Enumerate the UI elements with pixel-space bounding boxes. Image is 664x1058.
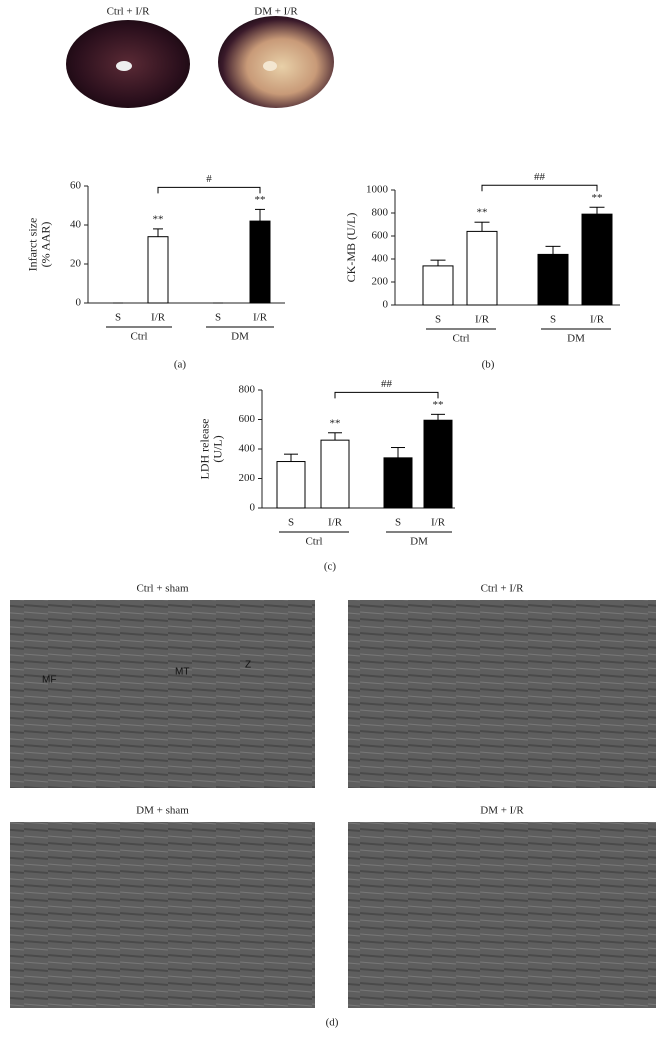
significance-label: **	[477, 207, 488, 219]
group-label: DM	[567, 333, 585, 345]
y-axis-label: CK-MB (U/L)	[344, 213, 358, 283]
y-axis-label: (U/L)	[210, 435, 224, 462]
y-axis-label: LDH release	[197, 419, 211, 480]
y-tick-label: 0	[76, 297, 82, 309]
y-tick-label: 800	[372, 207, 389, 219]
x-tick-label: S	[288, 517, 294, 529]
micrograph	[10, 600, 315, 788]
panel-label: (c)	[324, 561, 337, 573]
micrograph-title: DM + I/R	[480, 805, 524, 817]
bracket-label: #	[206, 173, 212, 185]
bar	[466, 230, 498, 306]
bracket-label: ##	[381, 378, 393, 390]
micrograph-label: Z	[245, 660, 251, 671]
heart-lumen	[116, 61, 132, 71]
micrograph	[348, 822, 656, 1008]
x-tick-label: S	[395, 517, 401, 529]
bracket	[481, 184, 598, 192]
y-tick-label: 60	[70, 180, 82, 192]
x-tick-label: I/R	[590, 314, 605, 326]
bracket	[334, 391, 439, 399]
photo-label: DM + I/R	[254, 6, 298, 18]
y-tick-label: 800	[239, 384, 256, 396]
significance-label: **	[592, 192, 603, 204]
y-tick-label: 400	[372, 253, 389, 265]
y-tick-label: 0	[250, 502, 256, 514]
bar	[320, 439, 350, 509]
group-label: Ctrl	[305, 536, 322, 548]
bar	[276, 461, 306, 509]
micrograph-title: Ctrl + sham	[136, 583, 188, 595]
y-tick-label: 400	[239, 443, 256, 455]
x-tick-label: I/R	[253, 312, 268, 324]
x-tick-label: I/R	[151, 312, 166, 324]
y-axis-label: Infarct size	[25, 218, 39, 272]
significance-label: **	[433, 399, 444, 411]
y-tick-label: 200	[239, 472, 256, 484]
group-label: DM	[231, 331, 249, 343]
significance-label: **	[153, 213, 164, 225]
y-tick-label: 0	[383, 299, 389, 311]
x-tick-label: S	[435, 314, 441, 326]
bar	[249, 220, 271, 304]
bar	[147, 236, 169, 304]
micrograph	[348, 600, 656, 788]
y-tick-label: 200	[372, 276, 389, 288]
heart-lumen	[263, 61, 277, 71]
y-tick-label: 20	[70, 258, 82, 270]
y-tick-label: 600	[239, 413, 256, 425]
panel-label: (a)	[174, 359, 187, 371]
x-tick-label: I/R	[475, 314, 490, 326]
bar	[581, 213, 613, 306]
bar	[383, 457, 413, 509]
significance-label: **	[255, 194, 266, 206]
bracket-label: ##	[534, 171, 546, 183]
bar	[537, 253, 569, 306]
significance-label: **	[330, 417, 341, 429]
bracket	[157, 186, 261, 194]
group-label: Ctrl	[452, 333, 469, 345]
micrograph-title: Ctrl + I/R	[481, 583, 525, 595]
photo-label: Ctrl + I/R	[107, 6, 151, 18]
group-label: DM	[410, 536, 428, 548]
micrograph	[10, 822, 315, 1008]
panel-label: (d)	[326, 1017, 339, 1029]
micrograph-label: MT	[175, 667, 189, 678]
x-tick-label: I/R	[328, 517, 343, 529]
heart-photo	[218, 16, 334, 108]
panel-label: (b)	[482, 359, 495, 371]
bar	[422, 265, 454, 306]
y-axis-label: (% AAR)	[38, 222, 52, 268]
x-tick-label: I/R	[431, 517, 446, 529]
y-tick-label: 1000	[366, 184, 389, 196]
micrograph-label: MF	[42, 675, 56, 686]
x-tick-label: S	[550, 314, 556, 326]
x-tick-label: S	[115, 312, 121, 324]
bar	[423, 419, 453, 509]
y-tick-label: 40	[70, 219, 82, 231]
group-label: Ctrl	[130, 331, 147, 343]
x-tick-label: S	[215, 312, 221, 324]
y-tick-label: 600	[372, 230, 389, 242]
micrograph-title: DM + sham	[136, 805, 189, 817]
